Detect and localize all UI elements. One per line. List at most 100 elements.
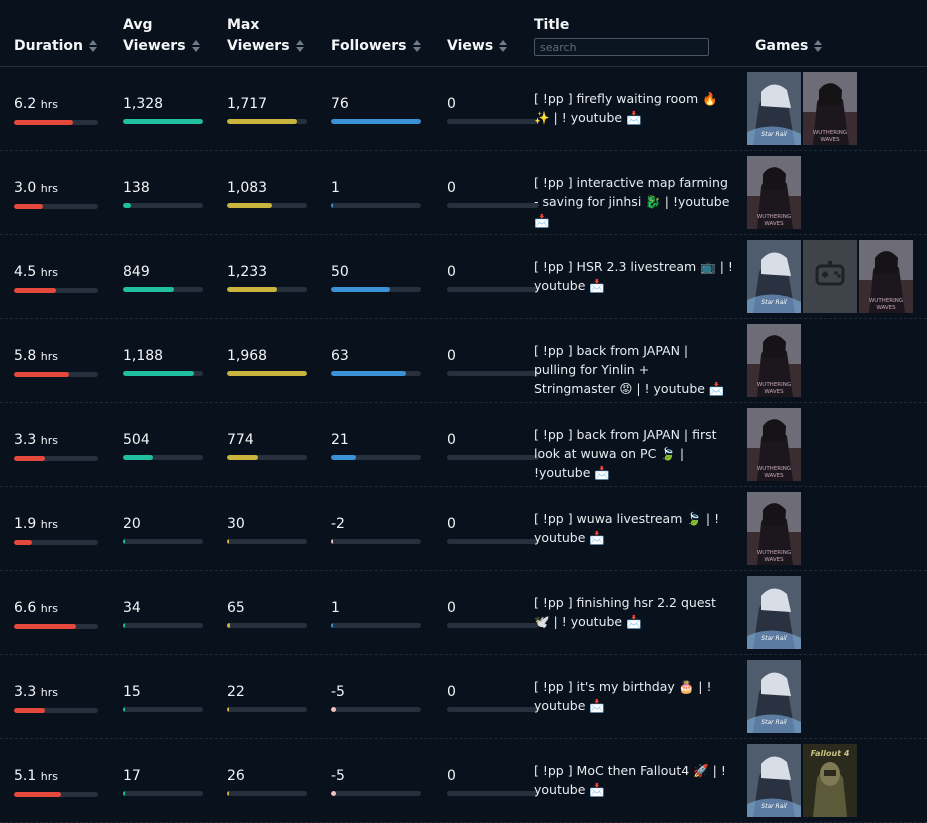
- wuthering-waves-cover-art: WUTHERING WAVES: [803, 72, 857, 145]
- duration-cell: 3.3 hrs: [14, 683, 98, 713]
- avg-viewers-value: 849: [123, 264, 150, 280]
- game-cover-fallout-4[interactable]: Fallout 4: [803, 744, 857, 817]
- sort-icon[interactable]: [499, 39, 508, 53]
- max-viewers-bar-fill: [227, 203, 272, 208]
- sort-icon[interactable]: [814, 39, 823, 53]
- table-row[interactable]: 3.0 hrs 138 1,083 1 0 [ !pp ] interactiv…: [0, 151, 927, 235]
- followers-value: -5: [331, 768, 345, 784]
- followers-bar: [331, 623, 421, 628]
- followers-value: 76: [331, 96, 349, 112]
- max-viewers-cell: 774: [227, 431, 307, 460]
- sort-icon[interactable]: [89, 39, 98, 53]
- avg-viewers-cell: 504: [123, 431, 203, 460]
- duration-bar-fill: [14, 624, 77, 629]
- avg-viewers-bar: [123, 455, 203, 460]
- max-viewers-cell: 65: [227, 599, 307, 628]
- svg-text:Star Rail: Star Rail: [761, 719, 787, 726]
- table-row[interactable]: 1.9 hrs 20 30 -2 0 [ !pp ] wuwa livestre…: [0, 487, 927, 571]
- game-cover-honkai-star-rail[interactable]: Star Rail: [747, 72, 801, 145]
- max-viewers-value: 1,968: [227, 348, 268, 364]
- honkai-star-rail-cover-art: Star Rail: [747, 72, 801, 145]
- duration-bar-fill: [14, 708, 46, 713]
- game-cover-wuthering-waves[interactable]: WUTHERING WAVES: [747, 408, 801, 481]
- duration-unit: hrs: [40, 266, 58, 279]
- table-body: 6.2 hrs 1,328 1,717 76 0 [ !pp ] firefly…: [0, 67, 927, 823]
- game-cover-placeholder-game[interactable]: [803, 240, 857, 313]
- table-row[interactable]: 5.8 hrs 1,188 1,968 63 0 [ !pp ] back fr…: [0, 319, 927, 403]
- duration-cell: 3.0 hrs: [14, 179, 98, 209]
- avg-viewers-cell: 138: [123, 179, 203, 208]
- max-viewers-bar: [227, 119, 307, 124]
- column-header-avg-viewers[interactable]: Avg Viewers: [123, 15, 201, 57]
- column-label: Viewers: [227, 38, 290, 54]
- avg-viewers-cell: 1,328: [123, 95, 203, 124]
- title-search-input[interactable]: [534, 38, 709, 56]
- column-header-followers[interactable]: Followers: [331, 36, 422, 57]
- sort-icon[interactable]: [412, 39, 422, 53]
- table-row[interactable]: 3.3 hrs 15 22 -5 0 [ !pp ] it's my birth…: [0, 655, 927, 739]
- game-cover-wuthering-waves[interactable]: WUTHERING WAVES: [859, 240, 913, 313]
- views-value: 0: [447, 432, 456, 448]
- column-header-duration[interactable]: Duration: [14, 36, 98, 57]
- sort-icon[interactable]: [191, 39, 201, 53]
- duration-cell: 6.6 hrs: [14, 599, 98, 629]
- views-bar: [447, 539, 539, 544]
- avg-viewers-cell: 17: [123, 767, 203, 796]
- game-cover-honkai-star-rail[interactable]: Star Rail: [747, 744, 801, 817]
- game-cover-honkai-star-rail[interactable]: Star Rail: [747, 660, 801, 733]
- duration-bar: [14, 456, 98, 461]
- duration-bar-fill: [14, 456, 46, 461]
- avg-viewers-value: 34: [123, 600, 141, 616]
- game-cover-honkai-star-rail[interactable]: Star Rail: [747, 576, 801, 649]
- avg-viewers-value: 17: [123, 768, 141, 784]
- wuthering-waves-cover-art: WUTHERING WAVES: [747, 156, 801, 229]
- duration-unit: hrs: [40, 770, 58, 783]
- table-row[interactable]: 5.1 hrs 17 26 -5 0 [ !pp ] MoC then Fall…: [0, 739, 927, 823]
- game-cover-wuthering-waves[interactable]: WUTHERING WAVES: [803, 72, 857, 145]
- stream-title: [ !pp ] interactive map farming - saving…: [534, 175, 730, 228]
- svg-text:Star Rail: Star Rail: [761, 299, 787, 306]
- sort-icon[interactable]: [295, 39, 305, 53]
- game-cover-wuthering-waves[interactable]: WUTHERING WAVES: [747, 156, 801, 229]
- column-label: Duration: [14, 38, 84, 54]
- table-row[interactable]: 4.5 hrs 849 1,233 50 0 [ !pp ] HSR 2.3 l…: [0, 235, 927, 319]
- max-viewers-bar-fill: [227, 287, 278, 292]
- svg-text:WAVES: WAVES: [764, 221, 784, 227]
- duration-bar-fill: [14, 120, 73, 125]
- game-cover-honkai-star-rail[interactable]: Star Rail: [747, 240, 801, 313]
- max-viewers-bar-fill: [227, 623, 230, 628]
- followers-bar: [331, 287, 421, 292]
- stream-title: [ !pp ] MoC then Fallout4 🚀 | ! youtube …: [534, 763, 726, 797]
- table-row[interactable]: 3.3 hrs 504 774 21 0 [ !pp ] back from J…: [0, 403, 927, 487]
- followers-bar-fill: [331, 623, 334, 628]
- max-viewers-cell: 1,083: [227, 179, 307, 208]
- views-value: 0: [447, 180, 456, 196]
- column-header-games[interactable]: Games: [755, 36, 823, 57]
- followers-bar-fill: [331, 119, 421, 124]
- table-row[interactable]: 6.6 hrs 34 65 1 0 [ !pp ] finishing hsr …: [0, 571, 927, 655]
- duration-value: 4.5: [14, 264, 37, 280]
- avg-viewers-bar-fill: [123, 287, 175, 292]
- views-value: 0: [447, 96, 456, 112]
- avg-viewers-bar: [123, 119, 203, 124]
- duration-bar: [14, 708, 98, 713]
- followers-value: 21: [331, 432, 349, 448]
- table-row[interactable]: 6.2 hrs 1,328 1,717 76 0 [ !pp ] firefly…: [0, 67, 927, 151]
- views-cell: 0: [447, 599, 539, 628]
- avg-viewers-value: 1,188: [123, 348, 164, 364]
- avg-viewers-bar-fill: [123, 539, 125, 544]
- avg-viewers-bar: [123, 791, 203, 796]
- column-label: Games: [755, 38, 809, 54]
- avg-viewers-value: 20: [123, 516, 141, 532]
- duration-bar: [14, 372, 98, 377]
- svg-text:Fallout 4: Fallout 4: [811, 749, 850, 758]
- max-viewers-bar: [227, 791, 307, 796]
- max-viewers-bar-fill: [227, 371, 307, 376]
- views-cell: 0: [447, 431, 539, 460]
- duration-unit: hrs: [40, 518, 58, 531]
- game-cover-wuthering-waves[interactable]: WUTHERING WAVES: [747, 324, 801, 397]
- game-cover-wuthering-waves[interactable]: WUTHERING WAVES: [747, 492, 801, 565]
- column-header-max-viewers[interactable]: Max Viewers: [227, 15, 305, 57]
- max-viewers-value: 1,233: [227, 264, 268, 280]
- column-header-views[interactable]: Views: [447, 36, 508, 57]
